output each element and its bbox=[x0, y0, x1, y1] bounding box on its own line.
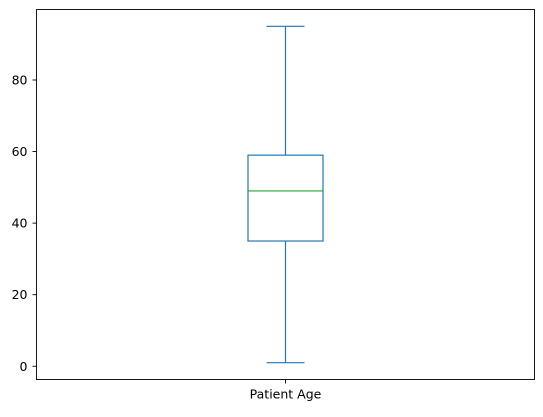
y-tick-label: 40 bbox=[12, 216, 28, 231]
axes-frame bbox=[36, 9, 535, 380]
axes: Patient Age 0 20 40 60 80 bbox=[12, 9, 535, 402]
plot-area bbox=[247, 25, 324, 364]
y-tick-label: 60 bbox=[12, 144, 28, 159]
y-tick-label: 20 bbox=[12, 287, 28, 302]
iqr-box bbox=[247, 154, 324, 242]
y-tick-label: 80 bbox=[12, 72, 28, 87]
x-tick-label: Patient Age bbox=[250, 387, 322, 402]
y-tick-label: 0 bbox=[20, 359, 28, 374]
